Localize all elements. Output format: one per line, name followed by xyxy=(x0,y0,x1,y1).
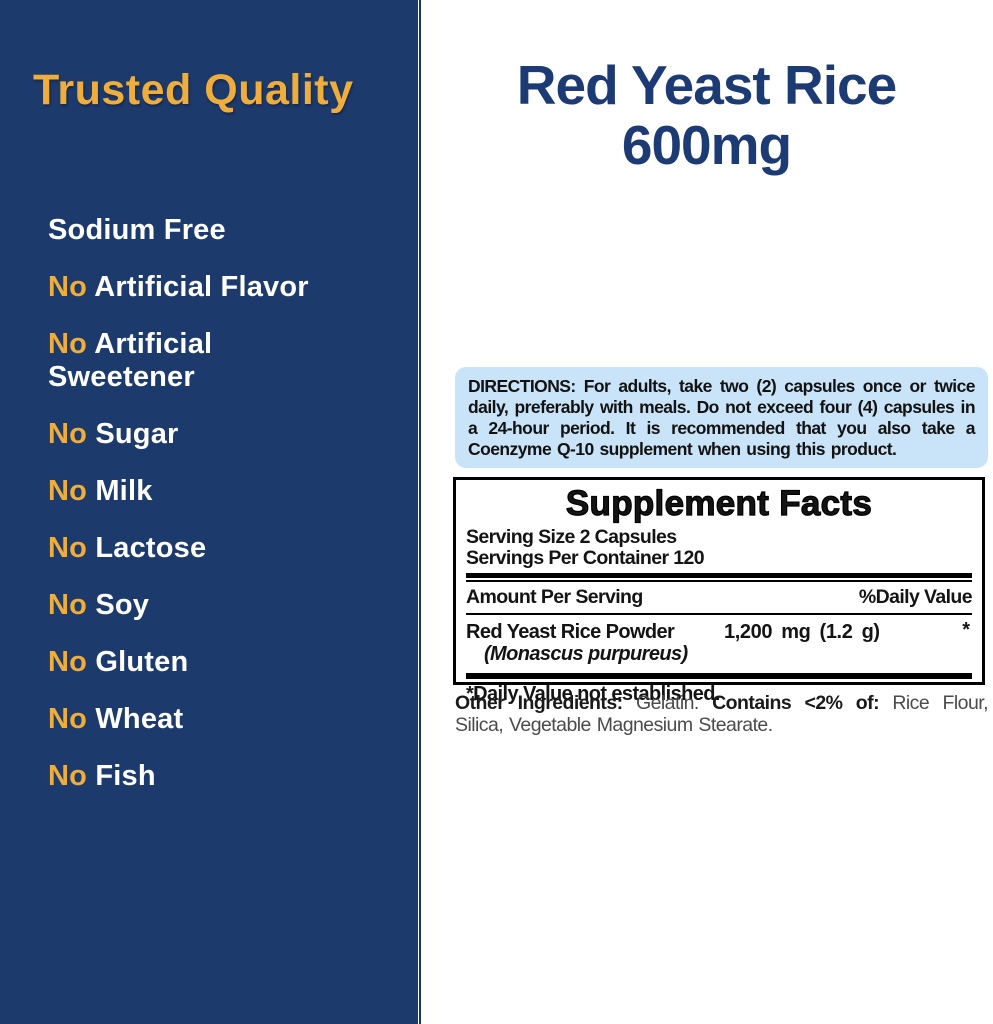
claim-label: Lactose xyxy=(95,532,207,564)
claim-sodium-free: Sodium Free xyxy=(48,214,338,247)
daily-value-footnote: *Daily Value not established. xyxy=(466,683,720,705)
ingredient-row: Red Yeast Rice Powder (Monascus purpureu… xyxy=(466,615,972,673)
claim-label: Wheat xyxy=(95,703,184,735)
supplement-facts-panel: Supplement Facts Serving Size 2 Capsules… xyxy=(453,477,985,705)
product-title-line1: Red Yeast Rice xyxy=(516,54,897,116)
claim-label: Gluten xyxy=(95,646,189,678)
claim-no-gluten: No Gluten xyxy=(48,646,338,679)
trusted-quality-heading: Trusted Quality xyxy=(33,66,354,114)
facts-header-row: Amount Per Serving %Daily Value xyxy=(466,582,973,613)
product-title-line2: 600mg xyxy=(621,114,792,176)
daily-value-header: %Daily Value xyxy=(858,586,973,608)
claim-label: Soy xyxy=(95,589,150,621)
claim-no-prefix: No xyxy=(48,418,96,450)
claim-label: Milk xyxy=(95,475,153,507)
other-ingredients-value1: Gelatin. xyxy=(622,692,713,714)
directions-text: DIRECTIONS: For adults, take two (2) cap… xyxy=(468,376,976,459)
claim-no-prefix: No xyxy=(48,475,96,507)
amount-per-serving-header: Amount Per Serving xyxy=(466,586,643,608)
directions-box: DIRECTIONS: For adults, take two (2) cap… xyxy=(455,367,988,468)
claim-no-prefix: No xyxy=(48,328,95,360)
claim-no-lactose: No Lactose xyxy=(48,532,338,565)
claim-no-artificial-sweetener: No Artificial Sweetener xyxy=(48,328,338,394)
claim-no-prefix: No xyxy=(48,532,96,564)
serving-info: Serving Size 2 Capsules Servings Per Con… xyxy=(466,527,972,569)
ingredient-name: Red Yeast Rice Powder xyxy=(466,621,675,643)
serving-size: Serving Size 2 Capsules xyxy=(466,526,677,548)
rule-heavy xyxy=(466,673,972,679)
rule-single xyxy=(466,613,972,615)
rule-thick xyxy=(466,573,972,578)
claim-no-prefix: No xyxy=(48,703,96,735)
supplement-facts-title: Supplement Facts xyxy=(565,483,873,523)
panel-edge-divider xyxy=(419,0,421,1024)
ingredient-daily-value: * xyxy=(962,619,970,641)
claim-label: Sugar xyxy=(95,418,179,450)
contains-label: Contains <2% of: xyxy=(712,692,880,714)
other-ingredients-label: Other Ingredients: xyxy=(455,692,623,714)
ingredient-latin-name: (Monascus purpureus) xyxy=(484,643,688,665)
claim-label: Fish xyxy=(95,760,156,792)
claim-label: Sodium Free xyxy=(48,214,226,246)
claims-list: Sodium Free No Artificial Flavor No Arti… xyxy=(48,214,338,817)
product-title: Red Yeast Rice 600mg xyxy=(420,55,993,175)
claim-no-wheat: No Wheat xyxy=(48,703,338,736)
claim-no-sugar: No Sugar xyxy=(48,418,338,451)
claim-no-prefix: No xyxy=(48,271,95,303)
claim-no-prefix: No xyxy=(48,646,96,678)
claim-no-soy: No Soy xyxy=(48,589,338,622)
other-ingredients-text: Other Ingredients: Gelatin. Contains <2%… xyxy=(455,692,989,736)
claim-no-prefix: No xyxy=(48,589,96,621)
rule-thin xyxy=(466,580,972,582)
claim-label: Artificial Flavor xyxy=(94,271,309,303)
trusted-quality-panel: Trusted Quality Sodium Free No Artificia… xyxy=(0,0,418,1024)
claim-no-milk: No Milk xyxy=(48,475,338,508)
claim-label: Artificial Sweetener xyxy=(48,328,213,393)
claim-no-prefix: No xyxy=(48,760,96,792)
claim-no-artificial-flavor: No Artificial Flavor xyxy=(48,271,338,304)
other-ingredients-value2: Rice Flour, Silica, Vegetable Magnesium … xyxy=(455,692,989,736)
ingredient-amount: 1,200 mg (1.2 g) xyxy=(724,621,880,643)
servings-per-container: Servings Per Container 120 xyxy=(466,547,705,569)
claim-no-fish: No Fish xyxy=(48,760,338,793)
